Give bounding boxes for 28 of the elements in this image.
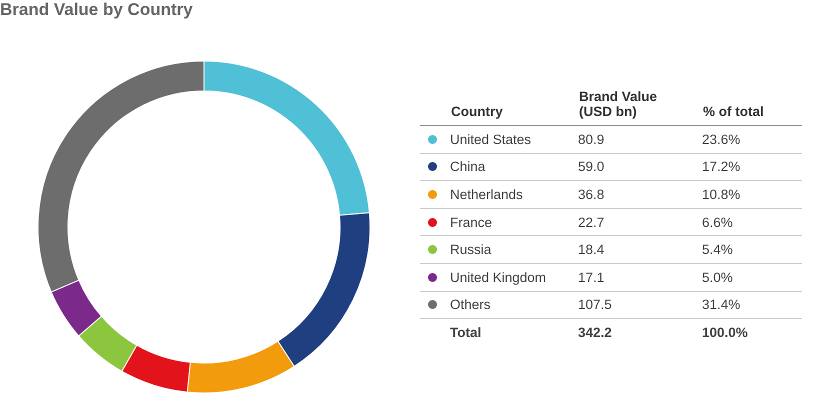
text: 6.6% — [702, 208, 802, 236]
legend-label: Netherlands — [450, 180, 578, 208]
legend-label: Russia — [450, 236, 578, 264]
text: 342.2 — [578, 324, 613, 342]
legend-label: Others — [450, 291, 578, 319]
text: 5.0% — [702, 263, 802, 292]
text: % of total — [702, 88, 802, 126]
legend-label: France — [450, 208, 578, 236]
data-label: 36.8 — [578, 180, 702, 208]
data-label: 59.0 — [578, 153, 702, 181]
text: 17.2% — [702, 153, 802, 181]
text: Total — [450, 324, 482, 342]
legend-label: China — [450, 153, 578, 181]
text: Brand Value (USD bn) — [579, 89, 658, 119]
text: 31.4% — [702, 291, 802, 319]
legend-label: United States — [450, 126, 578, 154]
data-label: 17.1 — [578, 263, 702, 292]
legend-label: United Kingdom — [450, 263, 578, 292]
data-label: 107.5 — [578, 291, 702, 319]
text: 23.6% — [702, 126, 802, 154]
text: 5.4% — [702, 236, 802, 264]
data-label: 22.7 — [578, 208, 702, 236]
chart-title: Brand Value by Country — [0, 0, 193, 20]
text: 10.8% — [702, 180, 802, 208]
text: 100.0% — [702, 324, 749, 342]
data-label: 18.4 — [578, 236, 702, 264]
data-label: 80.9 — [578, 126, 702, 154]
text: Country — [450, 88, 578, 126]
